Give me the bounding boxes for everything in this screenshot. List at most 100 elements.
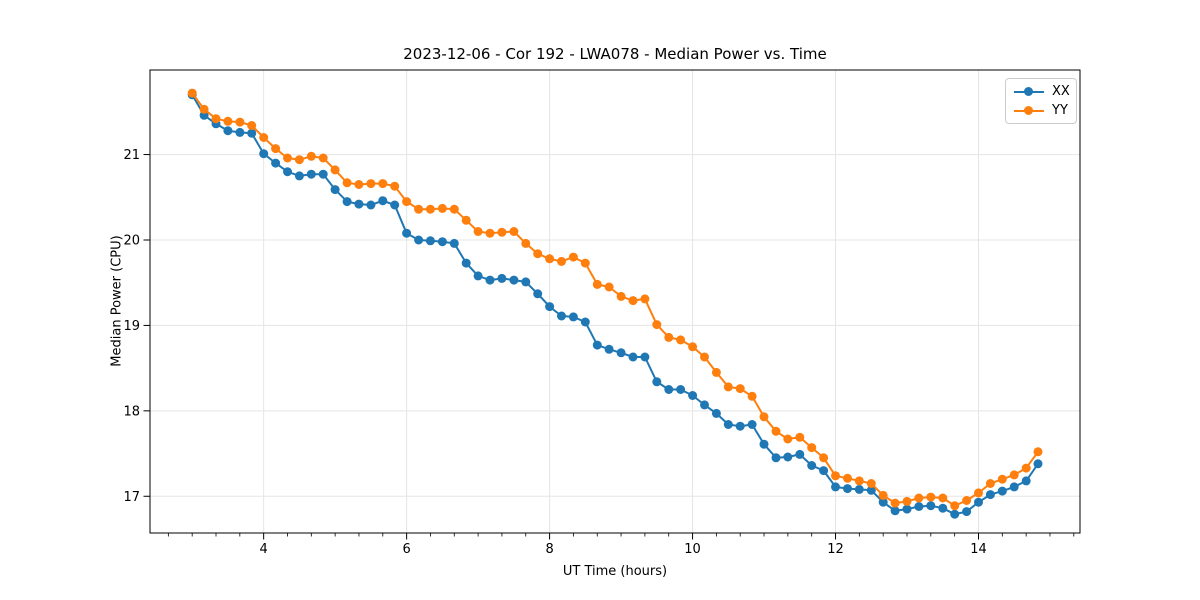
series-marker-xx bbox=[819, 466, 829, 476]
series-marker-yy bbox=[187, 88, 197, 98]
series-marker-yy bbox=[688, 342, 698, 352]
series-marker-yy bbox=[831, 471, 840, 481]
series-marker-yy bbox=[795, 432, 805, 442]
series-marker-xx bbox=[616, 348, 626, 358]
series-marker-yy bbox=[509, 227, 519, 236]
series-marker-yy bbox=[425, 204, 435, 214]
series-marker-yy bbox=[402, 197, 412, 207]
series-marker-yy bbox=[414, 204, 424, 214]
series-marker-yy bbox=[711, 367, 721, 377]
x-tick-label: 10 bbox=[684, 542, 701, 557]
y-tick-label: 20 bbox=[123, 233, 140, 248]
series-marker-yy bbox=[306, 151, 316, 161]
series-marker-xx bbox=[759, 439, 769, 449]
series-marker-xx bbox=[402, 228, 412, 238]
series-marker-xx bbox=[533, 289, 543, 299]
x-tick-label: 4 bbox=[260, 542, 268, 557]
series-marker-yy bbox=[1009, 470, 1019, 480]
series-marker-yy bbox=[652, 320, 662, 330]
series-marker-xx bbox=[962, 507, 972, 517]
series-marker-yy bbox=[437, 203, 447, 213]
series-marker-yy bbox=[497, 227, 507, 237]
series-marker-xx bbox=[735, 421, 745, 431]
x-axis-label: UT Time (hours) bbox=[562, 564, 668, 579]
series-marker-yy bbox=[318, 153, 328, 163]
series-marker-yy bbox=[545, 254, 555, 264]
series-marker-yy bbox=[580, 258, 590, 268]
series-marker-yy bbox=[557, 256, 566, 266]
series-marker-xx bbox=[318, 169, 328, 179]
series-marker-xx bbox=[890, 506, 900, 516]
legend-item-xx: XX bbox=[1014, 83, 1070, 101]
x-tick-label: 12 bbox=[827, 542, 844, 557]
series-marker-xx bbox=[521, 277, 531, 287]
legend-dot-swatch-yy bbox=[1024, 105, 1033, 115]
series-marker-yy bbox=[902, 496, 912, 506]
series-marker-yy bbox=[819, 453, 829, 463]
series-marker-yy bbox=[390, 181, 400, 191]
series-marker-yy bbox=[378, 179, 388, 189]
series-marker-yy bbox=[962, 496, 972, 505]
series-marker-xx bbox=[771, 453, 781, 463]
series-marker-yy bbox=[223, 116, 233, 126]
series-marker-xx bbox=[604, 344, 614, 354]
series-marker-yy bbox=[568, 252, 578, 262]
y-tick-label: 18 bbox=[123, 404, 140, 419]
series-marker-xx bbox=[366, 200, 376, 210]
series-marker-xx bbox=[283, 167, 292, 177]
series-marker-yy bbox=[759, 412, 769, 422]
series-marker-yy bbox=[664, 332, 674, 342]
series-marker-xx bbox=[628, 352, 638, 362]
series-marker-yy bbox=[485, 228, 495, 238]
series-marker-yy bbox=[926, 492, 936, 502]
series-marker-xx bbox=[783, 452, 793, 462]
legend-marker-yy bbox=[1014, 105, 1044, 116]
axes-box bbox=[149, 69, 1081, 534]
series-marker-xx bbox=[568, 312, 578, 322]
series-marker-xx bbox=[878, 497, 888, 507]
series-marker-yy bbox=[974, 488, 983, 498]
series-marker-xx bbox=[700, 400, 709, 410]
series-marker-xx bbox=[985, 490, 995, 500]
series-marker-yy bbox=[366, 179, 376, 189]
series-marker-xx bbox=[664, 385, 674, 394]
series-marker-yy bbox=[235, 117, 245, 127]
series-marker-yy bbox=[330, 165, 340, 175]
series-marker-xx bbox=[795, 449, 805, 459]
legend-label-xx: XX bbox=[1052, 84, 1070, 99]
series-marker-yy bbox=[259, 133, 269, 142]
legend-label-yy: YY bbox=[1052, 103, 1068, 118]
series-marker-xx bbox=[557, 311, 566, 321]
series-marker-xx bbox=[866, 485, 876, 495]
series-marker-yy bbox=[592, 279, 602, 289]
series-marker-yy bbox=[473, 227, 483, 236]
series-marker-xx bbox=[485, 275, 495, 285]
x-tick-label: 14 bbox=[970, 542, 987, 557]
series-marker-xx bbox=[807, 461, 817, 470]
series-marker-xx bbox=[652, 377, 662, 387]
series-marker-yy bbox=[890, 498, 900, 508]
legend-dot-swatch-xx bbox=[1024, 86, 1033, 96]
series-marker-yy bbox=[1021, 463, 1031, 473]
series-marker-xx bbox=[461, 258, 471, 268]
series-marker-xx bbox=[592, 340, 602, 350]
series-marker-xx bbox=[711, 408, 721, 418]
series-marker-xx bbox=[449, 238, 459, 248]
legend: XX YY bbox=[1005, 78, 1077, 124]
series-marker-yy bbox=[700, 352, 709, 362]
y-tick-label: 19 bbox=[123, 319, 140, 334]
series-marker-yy bbox=[354, 180, 364, 189]
series-marker-yy bbox=[735, 384, 745, 394]
series-marker-xx bbox=[580, 317, 590, 327]
series-marker-yy bbox=[461, 215, 471, 225]
legend-item-yy: YY bbox=[1014, 102, 1068, 120]
series-marker-yy bbox=[938, 493, 948, 503]
chart-title: 2023-12-06 - Cor 192 - LWA078 - Median P… bbox=[403, 45, 827, 63]
series-marker-xx bbox=[1009, 482, 1019, 492]
series-marker-yy bbox=[211, 114, 221, 124]
series-marker-xx bbox=[259, 149, 269, 159]
series-marker-yy bbox=[914, 493, 924, 503]
series-marker-xx bbox=[747, 420, 757, 429]
series-marker-yy bbox=[199, 104, 209, 114]
series-marker-xx bbox=[843, 484, 852, 494]
